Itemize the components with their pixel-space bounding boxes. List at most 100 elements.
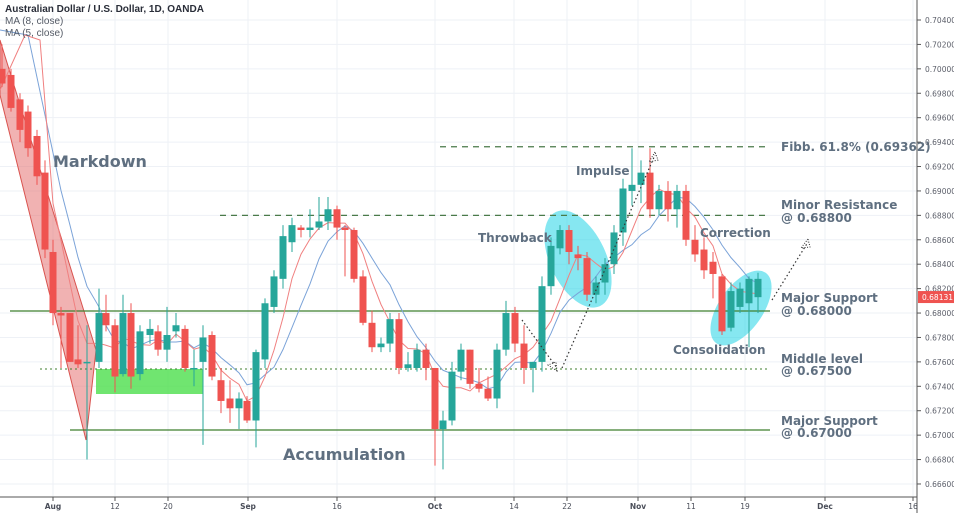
price-tick-label: 0.70400 xyxy=(925,16,954,25)
candle-body xyxy=(754,278,762,298)
candle-body xyxy=(226,398,234,409)
candle xyxy=(127,303,135,389)
candle-body xyxy=(7,74,15,108)
candle-body xyxy=(136,331,144,375)
candle xyxy=(181,325,189,372)
price-tick-label: 0.69800 xyxy=(925,89,954,98)
candle xyxy=(368,310,376,353)
candle xyxy=(565,225,573,265)
candle xyxy=(217,367,225,414)
time-tick-label: 14 xyxy=(509,502,519,511)
candle-body xyxy=(538,286,546,362)
candle-body xyxy=(610,232,618,265)
candle-body xyxy=(163,335,171,350)
indicator-ma8[interactable]: MA (8, close) xyxy=(5,16,64,27)
candle-body xyxy=(529,361,537,368)
annotation-labels: Markdown Accumulation Throwback Impulse Corr… xyxy=(53,140,931,464)
candle xyxy=(359,270,367,326)
price-tick-label: 0.69600 xyxy=(925,114,954,123)
candle xyxy=(556,225,564,255)
candle-body xyxy=(736,288,744,307)
fib-label: Fibb. 61.8% (0.69362) xyxy=(781,140,931,154)
candle xyxy=(466,349,474,389)
candle-body xyxy=(341,227,349,231)
candle-body xyxy=(146,328,154,336)
candle xyxy=(119,294,127,377)
candle-body xyxy=(235,398,243,409)
price-tick-label: 0.68600 xyxy=(925,236,954,245)
price-tick-label: 0.69400 xyxy=(925,138,954,147)
candle-body xyxy=(637,172,645,185)
time-tick-label: 16 xyxy=(332,502,342,511)
candle xyxy=(484,376,492,401)
candle-body xyxy=(664,190,672,210)
candle xyxy=(208,331,216,381)
candle-body xyxy=(243,400,251,421)
candle-body xyxy=(395,319,403,368)
candle xyxy=(727,282,735,332)
candle-body xyxy=(413,349,421,368)
candle-body xyxy=(368,322,376,348)
candle-body xyxy=(682,190,690,240)
candle-body xyxy=(457,349,465,372)
indicator-ma5[interactable]: MA (5, close) xyxy=(5,28,64,39)
candle-body xyxy=(297,227,305,231)
candle-body xyxy=(270,276,278,307)
candle-body xyxy=(57,313,65,316)
candle xyxy=(736,282,744,314)
candle-body xyxy=(547,245,555,287)
candle-body xyxy=(386,319,394,344)
candle xyxy=(0,44,6,88)
price-tick-label: 0.69000 xyxy=(925,187,954,196)
candle xyxy=(601,258,609,295)
candle xyxy=(709,251,717,299)
candle xyxy=(655,184,663,216)
candle-body xyxy=(691,239,699,255)
candle xyxy=(664,181,672,222)
candle xyxy=(324,197,332,231)
candle xyxy=(41,160,49,259)
candle-body xyxy=(493,349,501,399)
candle xyxy=(243,396,251,423)
price-tick-label: 0.69200 xyxy=(925,163,954,172)
arrowhead-icon xyxy=(546,361,558,373)
time-tick-label: 22 xyxy=(562,502,572,511)
candle xyxy=(673,184,681,228)
candle xyxy=(226,380,234,423)
candle-body xyxy=(16,99,24,130)
middle-level-value: @ 0.67500 xyxy=(781,364,852,378)
candle-body xyxy=(727,291,735,328)
middle-level-label: Middle level xyxy=(781,352,863,366)
candle-body xyxy=(111,325,119,377)
candle-body xyxy=(74,359,82,365)
candle xyxy=(288,217,296,252)
candle-body xyxy=(655,190,663,210)
candle-body xyxy=(41,172,49,250)
candle xyxy=(199,325,207,445)
candle xyxy=(475,367,483,393)
candle-body xyxy=(574,254,582,259)
candle-body xyxy=(583,258,591,295)
candle-body xyxy=(66,313,74,362)
candle xyxy=(252,349,260,448)
candle-body xyxy=(709,261,717,274)
candle-body xyxy=(359,276,367,323)
price-tick-label: 0.66800 xyxy=(925,456,954,465)
impulse-up-arrow xyxy=(561,154,656,369)
candle xyxy=(306,209,314,238)
candle-body xyxy=(422,349,430,368)
candle-body xyxy=(556,230,564,249)
candle-body xyxy=(511,313,519,344)
candle xyxy=(547,237,555,295)
candle xyxy=(235,392,243,430)
candle xyxy=(172,313,180,338)
candle xyxy=(57,306,65,368)
candle-body xyxy=(565,230,573,252)
consolidation-ellipse xyxy=(710,270,772,346)
grid-lines xyxy=(0,0,917,497)
time-tick-label: 11 xyxy=(686,502,696,511)
minor-resistance-value: @ 0.68800 xyxy=(781,211,852,225)
